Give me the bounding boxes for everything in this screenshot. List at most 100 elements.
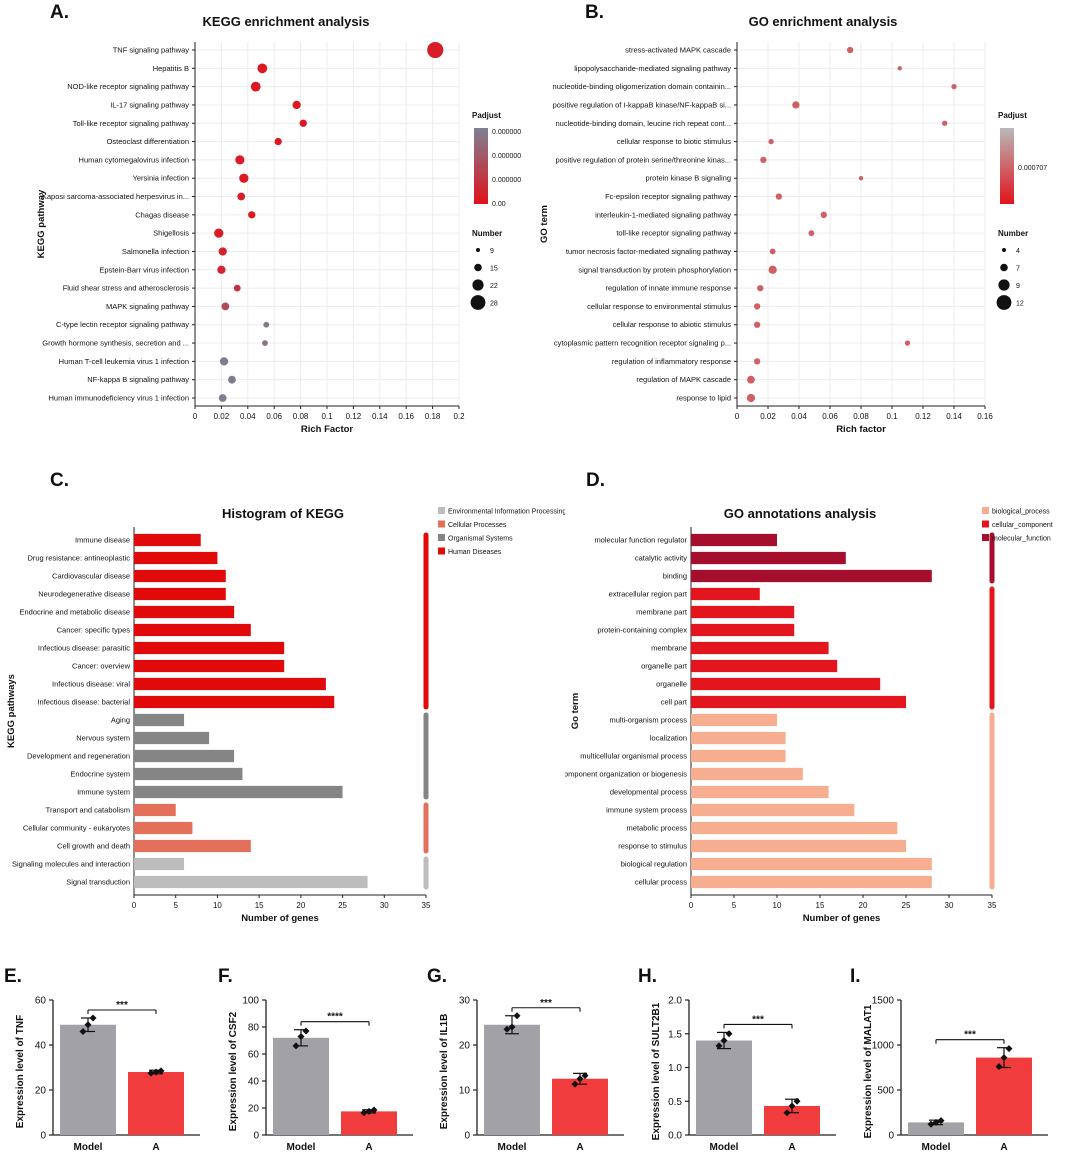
category-label: Salmonella infection <box>122 247 189 256</box>
category-label: protein-containing complex <box>597 626 687 635</box>
category-label: ar component organization or biogenesis <box>565 770 687 779</box>
y-tick-label: 40 <box>248 1077 260 1088</box>
y-axis-title: KEGG pathway <box>36 189 47 258</box>
gene-count-bar <box>691 623 795 637</box>
gene-count-bar <box>691 587 760 601</box>
category-label: cytoplasmic pattern recognition receptor… <box>554 339 731 348</box>
category-label: Aging <box>111 716 130 725</box>
x-tick-label: 35 <box>988 901 997 910</box>
legend-color-tick: 0.00 <box>492 201 506 208</box>
category-label: Yersinia infection <box>133 174 189 183</box>
category-label: multi-organism process <box>609 716 687 725</box>
category-label: Chagas disease <box>135 210 189 219</box>
legend-size-label: 12 <box>1016 301 1024 308</box>
expression-bar <box>976 1057 1032 1135</box>
y-axis-title: Expression level of CSF2 <box>228 1011 239 1131</box>
category-label: biological regulation <box>621 860 687 869</box>
significance-stars: *** <box>116 1000 128 1011</box>
x-tick-label: 20 <box>296 901 305 910</box>
significance-stars: *** <box>752 1014 764 1025</box>
y-tick-label: 2.0 <box>668 996 682 1007</box>
x-tick-label: 0.08 <box>853 412 869 421</box>
category-label: Fc-epsilon receptor signaling pathway <box>605 192 731 201</box>
legend-swatch <box>982 520 989 528</box>
replicate-point <box>89 1014 97 1022</box>
x-tick-label: 35 <box>422 901 431 910</box>
gene-count-bar <box>134 731 210 745</box>
enrichment-dot <box>221 302 230 311</box>
gene-count-bar <box>691 785 829 799</box>
x-tick-label: 0.08 <box>293 412 309 421</box>
enrichment-dot <box>820 211 827 219</box>
category-label: Development and regeneration <box>27 752 130 761</box>
category-label: C-type lectin receptor signaling pathway <box>56 320 189 329</box>
y-tick-label: 20 <box>35 1086 47 1097</box>
expression-bar <box>484 1024 540 1135</box>
gene-count-bar <box>134 623 251 637</box>
gene-count-bar <box>134 821 193 835</box>
y-tick-label: 0.0 <box>668 1131 682 1142</box>
gene-count-bar <box>134 803 176 817</box>
enrichment-dot <box>427 41 444 59</box>
x-tick-label: 0.2 <box>453 412 465 421</box>
x-category-label: Model <box>498 1142 527 1153</box>
enrichment-dot <box>753 303 761 310</box>
kegg-enrichment-title: KEGG enrichment analysis <box>202 14 370 29</box>
go-enrichment-title: GO enrichment analysis <box>748 14 898 29</box>
category-label: Cancer: specific types <box>57 626 131 635</box>
legend-swatch <box>438 507 445 514</box>
gene-count-bar <box>691 695 906 709</box>
legend-size-dot <box>996 295 1012 310</box>
category-label: protein kinase B signaling <box>646 174 731 183</box>
x-tick-label: 0.16 <box>398 412 414 421</box>
x-tick-label: 0 <box>193 412 198 421</box>
x-tick-label: 20 <box>859 901 868 910</box>
legend-size-label: 15 <box>490 266 498 273</box>
y-tick-label: 60 <box>35 996 47 1007</box>
legend-swatch <box>438 520 445 528</box>
category-label: molecular function regulator <box>594 536 687 545</box>
gene-count-bar <box>691 569 932 583</box>
legend-color-tick: 0.000000 <box>492 177 521 184</box>
expression-bar <box>696 1040 752 1135</box>
enrichment-dot <box>250 81 261 92</box>
category-label: immune system process <box>606 806 687 815</box>
expression-bar <box>273 1037 329 1135</box>
x-tick-label: 0.14 <box>946 412 962 421</box>
x-category-label: Model <box>287 1142 316 1153</box>
x-tick-label: 30 <box>380 901 389 910</box>
legend-swatch <box>438 534 445 541</box>
category-label: catalytic activity <box>635 554 687 563</box>
category-label: nucleotide-binding domain, leucine rich … <box>555 119 731 128</box>
category-label: Signal transduction <box>66 878 130 887</box>
category-label: Cellular community - eukaryotes <box>23 824 130 833</box>
sult2b1-expression-chart: 0.0 0.5 1.0 1.5 2.0 Expression level of SULT2… <box>651 996 836 1153</box>
panel-label-h: H. <box>638 966 657 987</box>
x-tick-label: 0.04 <box>791 412 807 421</box>
category-label: Endocrine and metabolic disease <box>20 608 131 617</box>
legend-colorbar <box>1000 128 1014 204</box>
category-label: extracellular region part <box>609 590 688 599</box>
category-label: Nervous system <box>76 734 130 743</box>
enrichment-dot <box>248 211 256 219</box>
gene-count-bar <box>691 551 846 565</box>
gene-count-bar <box>691 659 838 673</box>
gene-count-bar <box>134 533 201 547</box>
x-tick-label: 0.12 <box>346 412 362 421</box>
gene-count-bar <box>134 677 326 691</box>
x-tick-label: 10 <box>213 901 222 910</box>
replicate-point <box>157 1067 165 1075</box>
gene-count-bar <box>691 605 795 619</box>
enrichment-dot <box>792 101 800 109</box>
category-label: Cell growth and death <box>57 842 130 851</box>
gene-count-bar <box>134 569 226 583</box>
replicate-point <box>581 1072 589 1080</box>
legend-size-label: 28 <box>490 301 498 308</box>
enrichment-dot <box>233 284 241 292</box>
category-label: regulation of inflammatory response <box>612 357 731 366</box>
replicate-point <box>937 1117 945 1125</box>
x-tick-label: 0 <box>132 901 137 910</box>
enrichment-dot <box>858 176 864 181</box>
replicate-point <box>788 1102 796 1110</box>
x-category-label: A <box>788 1142 795 1153</box>
